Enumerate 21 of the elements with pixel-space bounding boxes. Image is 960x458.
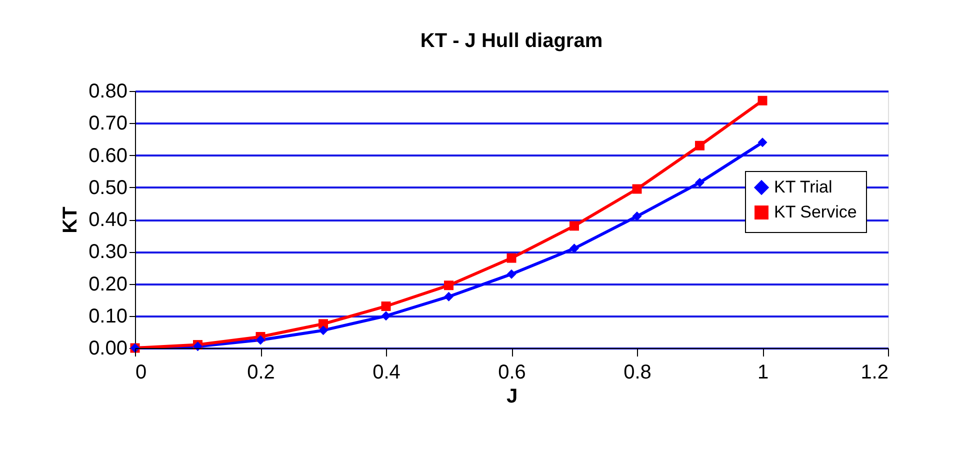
x-tick-label: 0.2: [247, 362, 275, 384]
x-tick-label: 1: [757, 362, 769, 384]
y-tick-label: 0.10: [88, 305, 128, 328]
legend-label: KT Trial: [774, 178, 832, 196]
x-tick-label: 0.6: [498, 362, 526, 384]
x-tick-label: 0.8: [624, 362, 652, 384]
chart-title: KT - J Hull diagram: [420, 30, 603, 52]
y-tick-label: 0.60: [88, 144, 128, 167]
x-axis-title: J: [506, 386, 518, 408]
y-tick-label: 0.70: [88, 112, 128, 135]
x-tick-label: 0: [136, 362, 147, 384]
y-tick-label: 0.30: [88, 241, 128, 264]
y-tick-label: 0.20: [88, 273, 128, 296]
y-tick-label: 0.50: [88, 176, 128, 199]
y-tick-label: 0.40: [88, 209, 128, 231]
y-tick-label: 0.80: [88, 80, 128, 102]
legend-label: KT Service: [774, 202, 857, 222]
x-tick-label: 0.4: [372, 362, 400, 384]
y-tick-label: 0.00: [88, 338, 128, 360]
y-axis-title: KT: [60, 206, 82, 234]
x-tick-label: 1.2: [860, 362, 888, 384]
